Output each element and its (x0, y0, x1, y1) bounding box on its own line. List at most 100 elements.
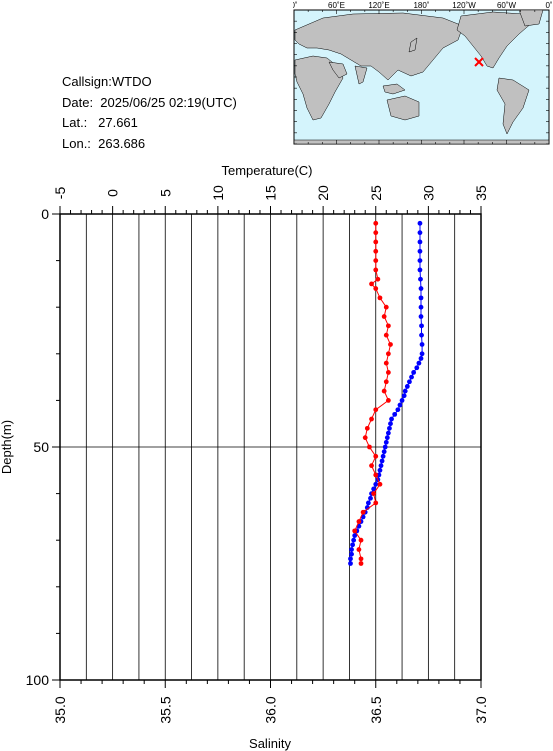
map-ticks (293, 9, 550, 145)
salinity-point (377, 295, 383, 301)
temperature-point (419, 342, 425, 347)
depth-axis-title: Depth(m) (0, 420, 14, 474)
temperature-point (373, 481, 379, 487)
salinity-point (383, 379, 389, 385)
salinity-point (358, 561, 364, 566)
map-longitude-label: 180˚ (413, 1, 429, 10)
date-text: Date: 2025/06/25 02:19(UTC) (62, 94, 237, 110)
temperature-point (417, 267, 423, 273)
temperature-point (417, 248, 423, 254)
salinity-tick-label: 35.5 (157, 696, 173, 723)
chart-grid (60, 214, 481, 680)
temperature-point (349, 551, 354, 557)
temperature-point (402, 388, 408, 394)
depth-ticks: 0 50 100 (26, 206, 60, 688)
temperature-point (407, 379, 412, 385)
salinity-point (369, 281, 374, 287)
map-longitude-label: 60˚E (328, 1, 345, 10)
salinity-axis-title: Salinity (249, 736, 291, 751)
station-info: Callsign:WTDO Date: 2025/06/25 02:19(UTC… (62, 72, 237, 154)
temperature-point (414, 365, 420, 371)
depth-tick-label: 50 (33, 439, 49, 455)
temperature-point (417, 258, 423, 263)
salinity-series (352, 220, 393, 566)
temperature-point (416, 360, 422, 366)
salinity-tick-label: 36.0 (263, 696, 279, 723)
salinity-point (362, 435, 368, 441)
temperature-point (349, 547, 354, 552)
salinity-ticks: 35.0 35.5 36.0 36.5 37.0 (52, 680, 489, 724)
temperature-tick-label: 10 (210, 185, 226, 201)
temperature-point (388, 421, 393, 427)
temperature-point (378, 463, 384, 469)
salinity-point (373, 267, 379, 273)
temperature-tick-label: 15 (263, 185, 279, 201)
salinity-point (377, 481, 383, 487)
salinity-point (356, 547, 362, 552)
salinity-point (373, 239, 379, 245)
temperature-point (397, 402, 403, 408)
salinity-point (381, 314, 387, 319)
temperature-point (417, 239, 423, 245)
temperature-point (418, 276, 423, 282)
salinity-point (381, 388, 387, 394)
temperature-point (417, 220, 423, 226)
temperature-point (418, 295, 424, 301)
temperature-point (384, 435, 390, 441)
temperature-point (387, 425, 392, 431)
temperature-point (379, 458, 385, 464)
temperature-point (377, 467, 383, 473)
temperature-point (371, 486, 377, 492)
salinity-point (373, 258, 379, 263)
callsign-text: Callsign:WTDO (62, 74, 152, 89)
temperature-point (381, 449, 387, 455)
temperature-tick-label: 0 (105, 189, 121, 197)
temperature-point (382, 444, 388, 450)
salinity-point (373, 407, 379, 413)
latitude-text: Lat.: 27.661 (62, 115, 138, 130)
temperature-series (348, 220, 425, 566)
temperature-point (399, 398, 405, 403)
temperature-ticks: -5 0 5 10 15 20 25 30 35 (52, 185, 489, 214)
temperature-axis-title: Temperature(C) (221, 163, 312, 178)
salinity-point (369, 463, 374, 469)
temperature-point (411, 370, 417, 375)
salinity-line (354, 223, 392, 564)
map-longitude-labels: 0˚ 60˚E 120˚E 180˚ 120˚W 60˚W 0˚ (293, 1, 553, 10)
temperature-point (348, 556, 353, 562)
map-longitude-label: 0˚ (293, 1, 298, 10)
salinity-point (388, 342, 393, 347)
map-longitude-label: 120˚W (452, 1, 476, 10)
temperature-point (380, 453, 386, 459)
temperature-point (348, 561, 353, 566)
salinity-point (371, 491, 377, 496)
temperature-tick-label: 30 (420, 185, 436, 201)
temperature-tick-label: -5 (52, 187, 68, 200)
temperature-point (385, 430, 391, 436)
salinity-point (385, 370, 391, 375)
temperature-point (418, 356, 424, 361)
temperature-point (419, 332, 424, 338)
temperature-point (389, 416, 394, 422)
temperature-point (352, 533, 358, 538)
salinity-point (373, 248, 379, 254)
salinity-point (373, 500, 379, 506)
salinity-point (367, 444, 372, 450)
salinity-point (373, 286, 379, 291)
salinity-tick-label: 35.0 (52, 696, 68, 723)
map-longitude-label: 120˚E (368, 1, 389, 10)
salinity-point (383, 332, 389, 338)
depth-tick-label: 0 (41, 206, 49, 222)
temperature-point (350, 542, 355, 548)
data-series (348, 220, 425, 566)
longitude-text: Lon.: 263.686 (62, 135, 146, 151)
temperature-point (368, 495, 373, 501)
salinity-point (373, 453, 379, 459)
temperature-point (401, 393, 407, 399)
map-land (293, 9, 550, 145)
temperature-point (383, 439, 389, 445)
station-marker (474, 57, 484, 67)
salinity-point (358, 537, 364, 543)
